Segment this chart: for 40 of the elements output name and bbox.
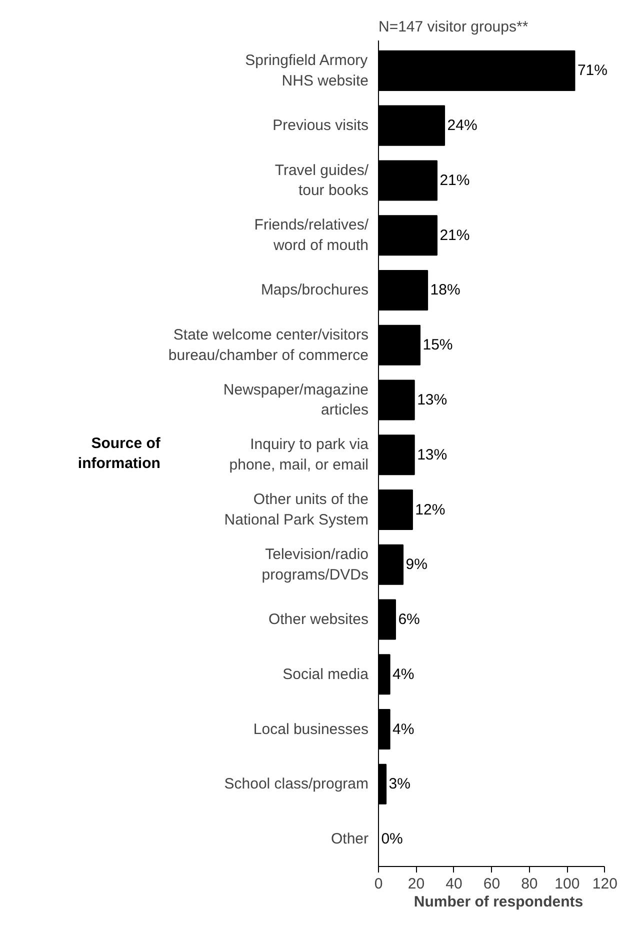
y-tick-label: Travel guides/ tour books bbox=[274, 162, 370, 200]
y-tick-label: Previous visits bbox=[272, 117, 368, 134]
y-tick-label: Television/radio programs/DVDs bbox=[262, 546, 369, 584]
x-axis-title: Number of respondents bbox=[414, 894, 584, 910]
chart-title: N=147 visitor groups** bbox=[378, 18, 528, 36]
x-tick-label: 60 bbox=[483, 876, 500, 892]
annotation: 21% bbox=[440, 226, 470, 244]
annotation: 18% bbox=[430, 282, 460, 299]
x-tick-label: 40 bbox=[446, 876, 462, 892]
y-tick-label: Springfield Armory NHS website bbox=[245, 52, 369, 90]
annotation: 6% bbox=[398, 611, 420, 628]
y-tick-label: School class/program bbox=[224, 776, 369, 793]
annotation: 24% bbox=[447, 117, 478, 134]
annotation: 4% bbox=[392, 666, 414, 683]
y-tick-label: Friends/relatives/ word of mouth bbox=[254, 216, 370, 254]
annotation: 13% bbox=[417, 446, 448, 464]
annotation: 0% bbox=[381, 830, 403, 848]
y-tick-label: Inquiry to park via phone, mail, or email bbox=[229, 436, 370, 474]
y-tick-label: Social media bbox=[282, 666, 370, 683]
x-tick-label: 20 bbox=[408, 876, 425, 892]
y-tick-label: Maps/brochures bbox=[260, 282, 369, 299]
x-tick-label: 120 bbox=[592, 876, 618, 892]
x-tick-label: 100 bbox=[554, 876, 580, 892]
y-tick-label: Other websites bbox=[268, 611, 369, 628]
annotation: 9% bbox=[406, 556, 428, 574]
annotation: 3% bbox=[388, 776, 410, 793]
y-axis-title: Source of information bbox=[78, 434, 162, 472]
annotation: 12% bbox=[415, 501, 446, 518]
y-tick-label: Local businesses bbox=[253, 720, 369, 738]
y-tick-label: State welcome center/visitors bureau/chamber of commerce bbox=[168, 326, 369, 364]
y-tick-label: Other units of the National Park System bbox=[224, 491, 369, 528]
y-tick-label: Newspaper/magazine articles bbox=[223, 381, 369, 419]
annotation: 21% bbox=[440, 172, 470, 189]
annotation: 13% bbox=[417, 391, 448, 408]
annotation: 15% bbox=[422, 336, 453, 354]
x-tick-label: 80 bbox=[521, 876, 538, 892]
x-tick-label: 0 bbox=[374, 876, 383, 892]
annotation: 71% bbox=[577, 62, 608, 80]
y-tick-label: Other bbox=[330, 830, 369, 848]
annotation: 4% bbox=[392, 720, 414, 738]
